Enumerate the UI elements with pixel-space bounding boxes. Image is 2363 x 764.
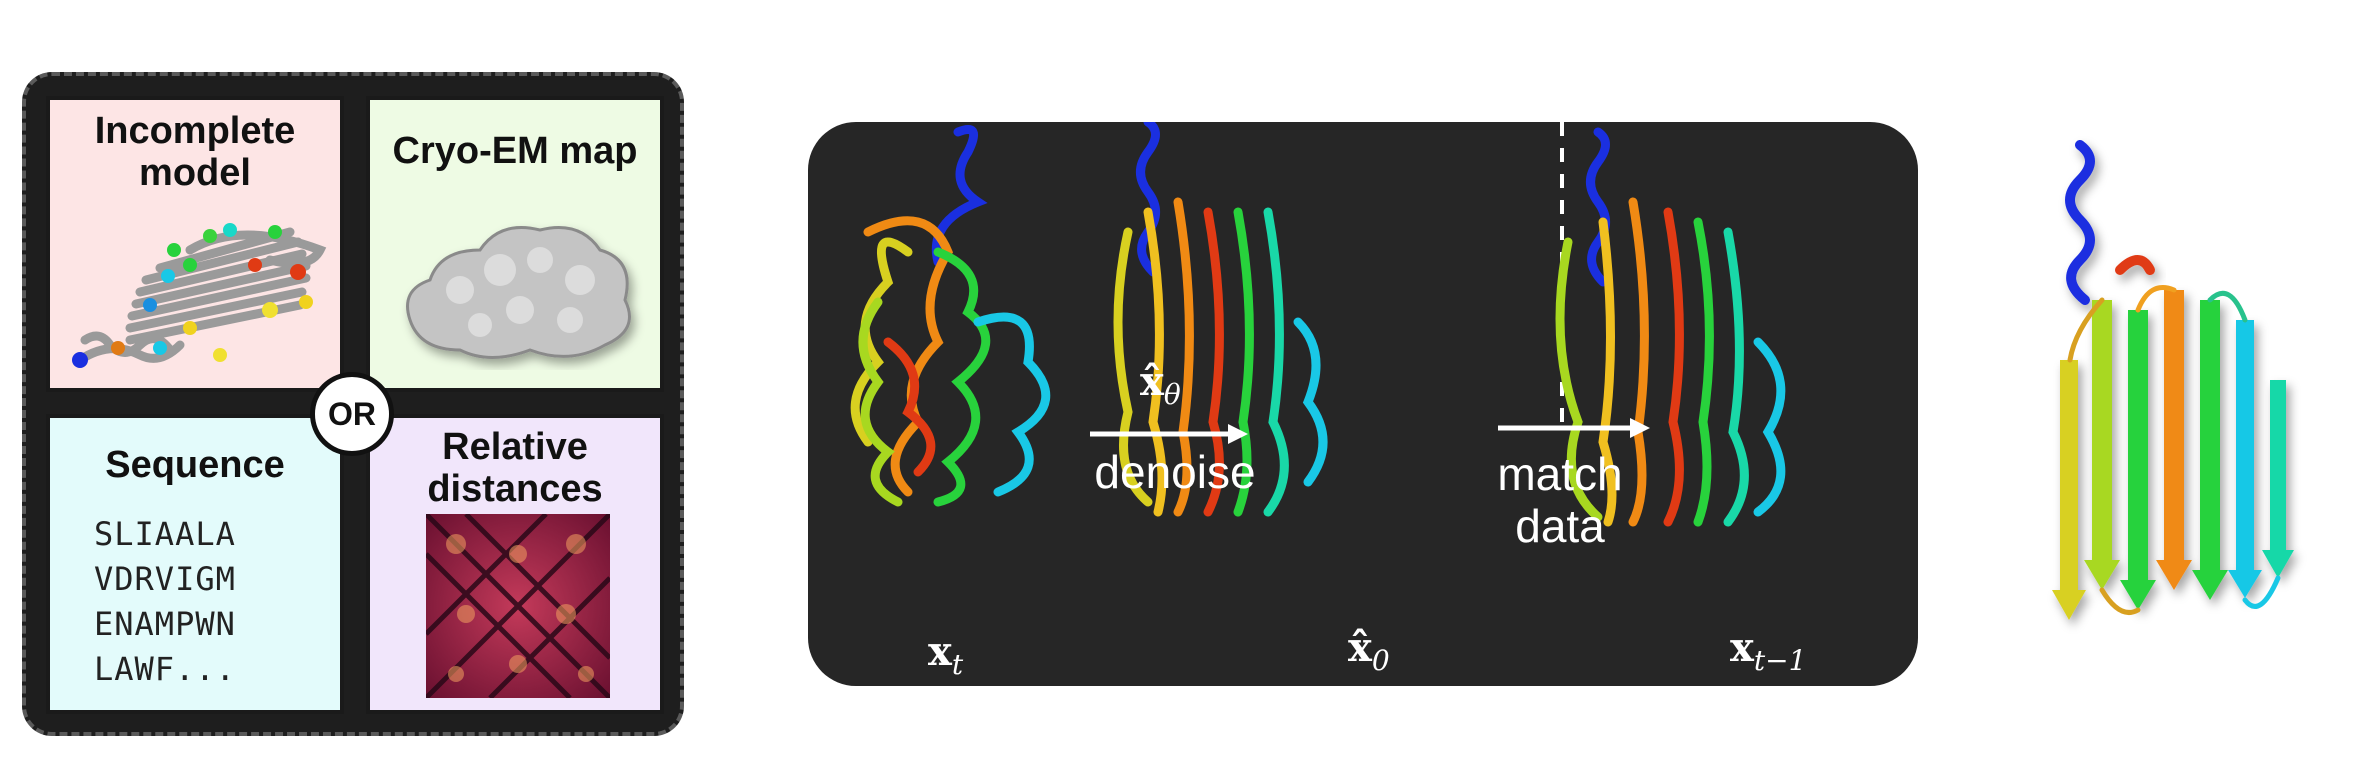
- state-label-xt-minus-1: xt−1: [1730, 624, 1807, 677]
- noisy-structure-xt: [850, 125, 1051, 507]
- denoiser-label: x̂θ: [1140, 358, 1181, 411]
- denoise-arrow: [1090, 424, 1248, 444]
- final-structure: [2052, 140, 2294, 620]
- sequence-line: VDRVIGM: [94, 560, 236, 598]
- distance-matrix-heatmap: [426, 514, 610, 698]
- match-data-label: match data: [1497, 448, 1623, 552]
- sequence-line: SLIAALA: [94, 515, 236, 553]
- sequence-cell: Sequence SLIAALA VDRVIGM ENAMPWN LAWF...: [46, 414, 344, 714]
- cryo-em-map-cell: Cryo-EM map: [366, 96, 664, 392]
- state-label-xt: xt: [928, 628, 964, 681]
- cryo-em-density-blob: [406, 226, 631, 359]
- predicted-structure-x0: [1113, 122, 1328, 517]
- or-connector: OR: [310, 372, 394, 456]
- relative-distances-cell: Relative distances: [366, 414, 664, 714]
- denoise-label: denoise: [1094, 446, 1256, 498]
- match-data-arrow: [1498, 418, 1650, 438]
- cryo-em-map-title: Cryo-EM map: [392, 130, 638, 172]
- relative-distances-title: Relative distances: [427, 426, 603, 510]
- sequence-line: ENAMPWN: [94, 605, 236, 643]
- updated-structure-xt-minus-1: [1555, 127, 1786, 527]
- sequence-text: SLIAALA VDRVIGM ENAMPWN LAWF...: [94, 512, 236, 692]
- sequence-title: Sequence: [105, 444, 285, 486]
- sequence-line: LAWF...: [94, 650, 236, 688]
- incomplete-model-title: Incomplete model: [94, 110, 296, 194]
- beta-sheet-strands: [2052, 290, 2294, 620]
- diffusion-step-graphics: [850, 122, 1786, 527]
- state-label-x0-hat: x̂0: [1348, 624, 1390, 677]
- incomplete-model-cell: Incomplete model: [46, 96, 344, 392]
- incomplete-model-structure: [72, 223, 327, 368]
